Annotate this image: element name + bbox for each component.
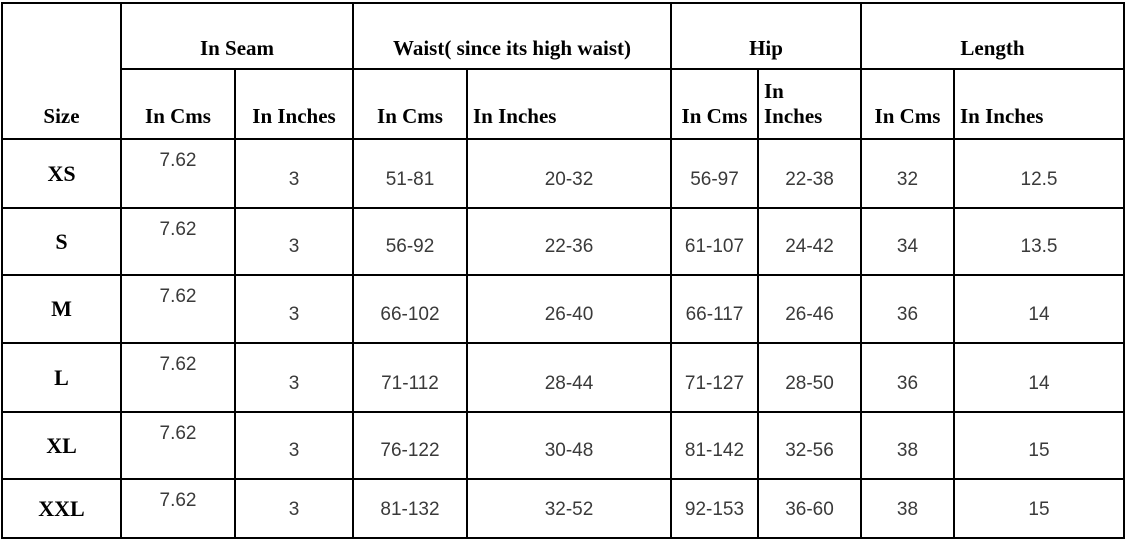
waist-cms-cell: 81-132: [352, 478, 468, 539]
waist-cms-cell: 71-112: [352, 342, 468, 413]
length-cms-cell: 32: [860, 138, 955, 209]
length-inches-cell: 15: [953, 411, 1125, 480]
sub-header-row: In Cms In Inches In Cms In Inches In Cms…: [2, 68, 1125, 140]
seam-inches-cell: 3: [234, 138, 354, 209]
table-row-xs: XS 7.62 3 51-81 20-32 56-97 22-38 32 12.…: [1, 138, 1125, 209]
group-header-length: Length: [860, 2, 1125, 70]
subheader-length-inches: In Inches: [953, 68, 1125, 140]
length-cms-cell: 34: [860, 207, 955, 276]
waist-cms-cell: 66-102: [352, 274, 468, 344]
size-label: S: [1, 207, 122, 276]
size-label: XS: [1, 138, 122, 209]
group-header-hip: Hip: [670, 2, 862, 70]
length-cms-cell: 38: [860, 478, 955, 539]
hip-cms-cell: 61-107: [670, 207, 759, 276]
waist-inches-cell: 28-44: [466, 342, 672, 413]
length-cms-cell: 36: [860, 274, 955, 344]
hip-inches-cell: 22-38: [757, 138, 862, 209]
subheader-hip-cms: In Cms: [670, 68, 759, 140]
hip-inches-cell: 32-56: [757, 411, 862, 480]
length-inches-cell: 13.5: [953, 207, 1125, 276]
waist-cms-cell: 51-81: [352, 138, 468, 209]
subheader-length-cms: In Cms: [860, 68, 955, 140]
seam-inches-cell: 3: [234, 342, 354, 413]
seam-cms-cell: 7.62: [120, 342, 236, 413]
length-cms-cell: 36: [860, 342, 955, 413]
length-inches-cell: 15: [953, 478, 1125, 539]
seam-inches-cell: 3: [234, 478, 354, 539]
seam-cms-cell: 7.62: [120, 138, 236, 209]
hip-cms-cell: 56-97: [670, 138, 759, 209]
subheader-hip-inches: In Inches: [757, 68, 862, 140]
waist-inches-cell: 32-52: [466, 478, 672, 539]
subheader-inseam-cms: In Cms: [120, 68, 236, 140]
seam-inches-cell: 3: [234, 207, 354, 276]
table-row-s: S 7.62 3 56-92 22-36 61-107 24-42 34 13.…: [1, 207, 1125, 276]
subheader-hip-inches-label: In Inches: [764, 78, 823, 128]
hip-cms-cell: 92-153: [670, 478, 759, 539]
group-header-row: Size In Seam Waist( since its high waist…: [1, 2, 1125, 140]
size-label: XXL: [1, 478, 122, 539]
seam-cms-cell: 7.62: [120, 411, 236, 480]
subheader-inseam-inches: In Inches: [234, 68, 354, 140]
hip-inches-cell: 26-46: [757, 274, 862, 344]
length-inches-cell: 14: [953, 342, 1125, 413]
hip-inches-cell: 24-42: [757, 207, 862, 276]
hip-cms-cell: 66-117: [670, 274, 759, 344]
table-row-xxl: XXL 7.62 3 81-132 32-52 92-153 36-60 38 …: [1, 478, 1125, 539]
hip-cms-cell: 71-127: [670, 342, 759, 413]
group-header-waist: Waist( since its high waist): [352, 2, 672, 70]
size-label: XL: [1, 411, 122, 480]
size-label: L: [1, 342, 122, 413]
hip-inches-cell: 28-50: [757, 342, 862, 413]
seam-cms-cell: 7.62: [120, 207, 236, 276]
waist-inches-cell: 30-48: [466, 411, 672, 480]
length-inches-cell: 14: [953, 274, 1125, 344]
seam-cms-cell: 7.62: [120, 478, 236, 539]
header-size: Size: [1, 2, 122, 140]
waist-inches-cell: 22-36: [466, 207, 672, 276]
table-row-m: M 7.62 3 66-102 26-40 66-117 26-46 36 14: [1, 274, 1125, 344]
length-inches-cell: 12.5: [953, 138, 1125, 209]
table-row-xl: XL 7.62 3 76-122 30-48 81-142 32-56 38 1…: [1, 411, 1125, 480]
size-label: M: [1, 274, 122, 344]
seam-cms-cell: 7.62: [120, 274, 236, 344]
table-row-l: L 7.62 3 71-112 28-44 71-127 28-50 36 14: [1, 342, 1125, 413]
subheader-waist-inches: In Inches: [466, 68, 672, 140]
waist-cms-cell: 56-92: [352, 207, 468, 276]
hip-cms-cell: 81-142: [670, 411, 759, 480]
waist-inches-cell: 20-32: [466, 138, 672, 209]
waist-inches-cell: 26-40: [466, 274, 672, 344]
length-cms-cell: 38: [860, 411, 955, 480]
group-header-inseam: In Seam: [120, 2, 354, 70]
subheader-waist-cms: In Cms: [352, 68, 468, 140]
seam-inches-cell: 3: [234, 274, 354, 344]
waist-cms-cell: 76-122: [352, 411, 468, 480]
seam-inches-cell: 3: [234, 411, 354, 480]
hip-inches-cell: 36-60: [757, 478, 862, 539]
